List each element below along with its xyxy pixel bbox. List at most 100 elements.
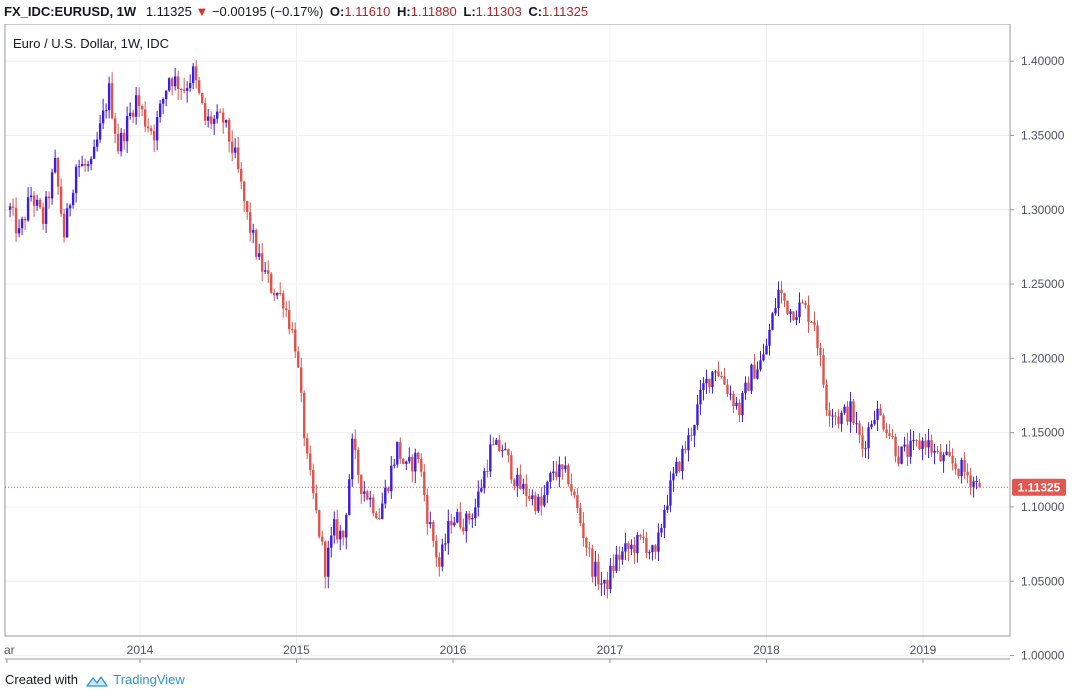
candle — [852, 398, 855, 426]
candle — [819, 343, 822, 367]
candle — [336, 509, 339, 544]
candle — [471, 513, 474, 528]
candle — [927, 429, 930, 459]
candle — [495, 437, 498, 445]
candle-series — [8, 60, 981, 599]
candle — [507, 448, 510, 463]
candle — [594, 551, 597, 587]
candle — [342, 530, 345, 546]
candle — [513, 478, 516, 491]
candle — [125, 106, 129, 154]
candle — [543, 484, 546, 508]
candle — [414, 448, 417, 483]
candle — [384, 479, 387, 509]
candle — [882, 413, 885, 432]
candle — [450, 513, 453, 534]
candle — [609, 558, 612, 594]
candle — [95, 131, 99, 152]
candle — [972, 476, 975, 498]
candle — [663, 504, 666, 539]
candle — [804, 300, 807, 309]
candle — [300, 358, 303, 403]
candle — [552, 461, 555, 481]
candle — [498, 435, 501, 453]
candle — [38, 197, 42, 210]
candle — [720, 371, 723, 379]
candlestick-chart[interactable]: 1.00000 1.05000 1.10000 1.15000 1.20000 1.250… — [0, 24, 1077, 668]
x-tick-label: 2019 — [910, 643, 937, 657]
down-arrow-icon: ▼ — [195, 4, 209, 19]
candle — [717, 361, 720, 378]
candle — [579, 503, 582, 527]
candle — [122, 128, 126, 150]
candle — [441, 538, 444, 572]
open-value: 1.11610 — [344, 4, 391, 19]
candle — [56, 156, 60, 195]
candle — [810, 321, 813, 323]
candle — [765, 338, 768, 355]
x-tick-label: 2015 — [283, 643, 310, 657]
candle — [573, 488, 576, 499]
tradingview-logo-icon[interactable] — [85, 675, 108, 687]
candle — [891, 428, 894, 439]
candle — [17, 219, 21, 238]
candle — [182, 77, 186, 94]
candle — [738, 399, 741, 423]
candle — [101, 98, 105, 130]
candle — [963, 451, 966, 480]
candle — [89, 156, 93, 171]
y-tick-label: 1.25000 — [1021, 277, 1065, 291]
candle — [504, 442, 507, 451]
candle — [969, 467, 972, 495]
candle — [588, 541, 591, 557]
candle — [411, 454, 414, 483]
candle — [888, 424, 891, 440]
candle — [276, 292, 279, 300]
candle — [306, 433, 309, 460]
time-axis[interactable]: ar 2014 2015 2016 2017 2018 2019 — [4, 643, 937, 663]
plot-area[interactable] — [5, 24, 1010, 663]
candle — [137, 87, 141, 117]
candle — [702, 377, 705, 401]
candle — [777, 281, 780, 317]
candle — [975, 475, 978, 490]
candle — [774, 298, 777, 316]
candle — [921, 437, 924, 461]
candle — [912, 431, 915, 451]
candle — [468, 510, 471, 525]
candle — [221, 107, 225, 134]
candle — [98, 115, 102, 143]
candle — [285, 300, 288, 317]
candle — [372, 494, 375, 517]
candle — [294, 322, 297, 359]
candle — [654, 544, 657, 560]
candle — [771, 311, 774, 331]
candle — [708, 378, 711, 393]
y-tick-label: 1.40000 — [1021, 54, 1065, 68]
candle — [690, 427, 693, 442]
tradingview-brand[interactable]: TradingView — [113, 672, 185, 687]
candle — [318, 509, 321, 539]
candle — [951, 448, 954, 471]
candle — [918, 433, 921, 450]
candle — [327, 540, 330, 589]
candle — [188, 74, 192, 92]
candle — [116, 123, 120, 155]
candle — [324, 540, 327, 589]
candle — [68, 203, 72, 217]
candle — [309, 445, 312, 476]
candle — [744, 376, 747, 400]
candle — [639, 534, 642, 540]
candle — [375, 511, 378, 520]
symbol-name[interactable]: FX_IDC:EURUSD, 1W — [4, 4, 137, 19]
candle — [762, 343, 765, 362]
candle — [23, 216, 27, 230]
candle — [360, 474, 363, 504]
candle — [939, 444, 942, 462]
candle — [861, 426, 864, 457]
close-value: 1.11325 — [542, 4, 589, 19]
candle — [684, 441, 687, 454]
candle — [822, 348, 825, 388]
price-axis[interactable]: 1.00000 1.05000 1.10000 1.15000 1.20000 1.250… — [1010, 54, 1065, 663]
candle — [339, 524, 342, 551]
